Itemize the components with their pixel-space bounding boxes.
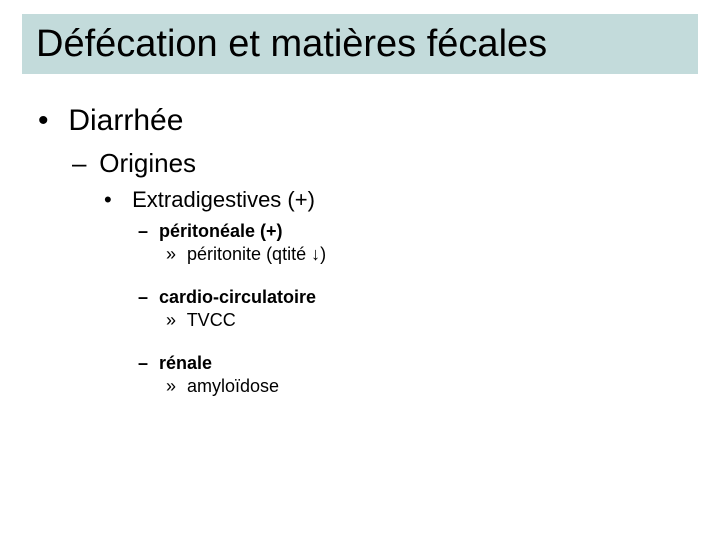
bullet-lvl4: rénale xyxy=(138,353,326,374)
bullet-lvl3: Extradigestives (+) xyxy=(104,187,326,213)
bullet-lvl3-text: Extradigestives (+) xyxy=(132,187,315,212)
bullet-lvl5-text: péritonite (qtité ↓) xyxy=(187,244,326,264)
bullet-lvl5: amyloïdose xyxy=(166,376,326,397)
bullet-lvl4-text: péritonéale (+) xyxy=(159,221,283,241)
slide: Défécation et matières fécales Diarrhée … xyxy=(0,0,720,540)
title-band: Défécation et matières fécales xyxy=(22,14,698,74)
bullet-lvl2-text: Origines xyxy=(99,148,196,178)
bullet-lvl5: péritonite (qtité ↓) xyxy=(166,244,326,265)
bullet-lvl4-text: cardio-circulatoire xyxy=(159,287,316,307)
slide-body: Diarrhée Origines Extradigestives (+) pé… xyxy=(38,104,326,419)
bullet-lvl1: Diarrhée xyxy=(38,104,326,138)
bullet-lvl1-text: Diarrhée xyxy=(68,104,183,137)
bullet-lvl4: cardio-circulatoire xyxy=(138,287,326,308)
bullet-lvl5-text: TVCC xyxy=(187,310,236,330)
bullet-lvl4-text: rénale xyxy=(159,353,212,373)
slide-title: Défécation et matières fécales xyxy=(36,23,547,66)
bullet-lvl2: Origines xyxy=(72,148,326,179)
bullet-lvl5: TVCC xyxy=(166,310,326,331)
bullet-lvl5-text: amyloïdose xyxy=(187,376,279,396)
bullet-lvl4: péritonéale (+) xyxy=(138,221,326,242)
